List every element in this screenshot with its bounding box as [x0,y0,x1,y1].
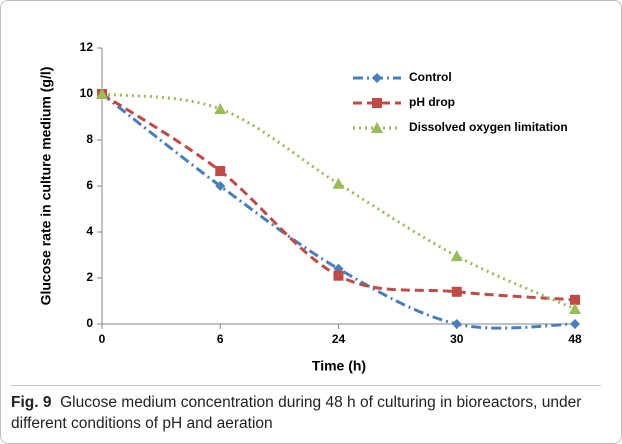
caption-text: Glucose medium concentration during 48 h… [11,394,582,432]
x-tick-label: 48 [568,332,582,346]
marker [569,303,581,315]
marker [333,270,344,281]
marker [570,294,580,305]
marker [451,319,462,329]
legend-label: Control [409,70,452,84]
y-tick-label: 10 [80,86,94,100]
legend-label: pH drop [409,95,455,109]
x-tick-label: 6 [217,332,224,346]
y-tick-label: 8 [86,132,93,146]
marker [570,319,580,329]
y-tick-label: 2 [86,270,93,284]
marker [214,102,227,114]
x-axis-label: Time (h) [312,358,366,374]
marker [215,166,226,177]
legend-marker [371,122,383,133]
chart: Time (h) Glucose rate in culture medium … [38,40,582,374]
series-line [101,92,576,330]
x-tick-label: 0 [99,332,106,346]
legend-marker [372,73,382,83]
y-tick-label: 6 [86,178,93,192]
legend-marker [372,98,382,108]
marker [451,286,462,297]
y-tick-label: 12 [80,40,94,54]
marker [96,88,108,99]
marker [215,181,226,191]
marker [450,250,463,262]
x-tick-label: 30 [450,332,464,346]
y-tick-label: 0 [86,316,93,330]
y-axis-label: Glucose rate in culture medium (g/l) [38,67,54,306]
marker [332,177,345,189]
legend-label: Dissolved oxygen limitation [409,120,568,134]
caption: Fig. 9 Glucose medium concentration duri… [11,385,601,434]
y-tick-label: 4 [86,224,93,238]
x-tick-label: 24 [332,332,346,346]
caption-label: Fig. 9 [11,394,52,411]
